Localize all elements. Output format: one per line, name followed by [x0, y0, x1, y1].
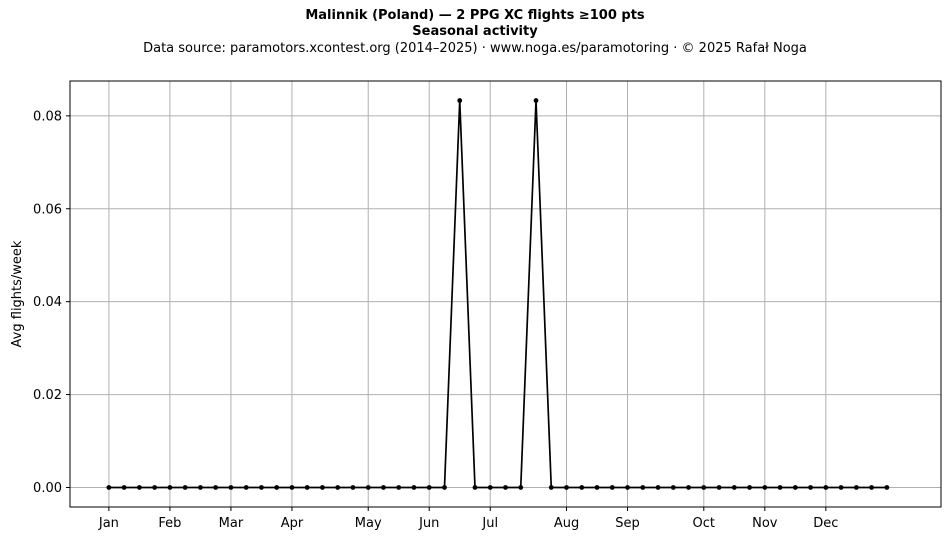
data-point: [320, 485, 325, 490]
data-point: [792, 485, 798, 490]
y-tick-label: 0.06: [33, 202, 62, 217]
data-point: [213, 485, 219, 490]
x-tick-label: Apr: [281, 516, 304, 531]
chart-subtitle: Seasonal activity: [412, 24, 538, 39]
series-line-group: [106, 98, 890, 490]
chart-title: Malinnik (Poland) — 2 PPG XC flights ≥10…: [305, 8, 645, 23]
grid-lines: [70, 81, 941, 507]
data-point: [442, 485, 447, 490]
data-point: [564, 485, 569, 490]
y-axis-label: Avg flights/week: [10, 240, 25, 347]
x-tick-label: Aug: [554, 516, 579, 531]
data-point: [869, 485, 874, 490]
chart-source-note: Data source: paramotors.xcontest.org (20…: [143, 41, 807, 56]
x-tick-label: May: [355, 516, 382, 531]
data-point: [274, 485, 280, 490]
y-tick-label: 0.08: [33, 109, 62, 124]
data-point: [396, 485, 402, 490]
data-point: [716, 485, 722, 490]
data-point: [182, 485, 188, 490]
data-point: [121, 485, 127, 490]
data-point: [304, 485, 310, 490]
data-point: [853, 485, 859, 490]
data-point: [243, 485, 249, 490]
x-tick-label: Feb: [158, 516, 181, 531]
data-point: [167, 485, 173, 490]
data-point: [426, 485, 432, 490]
plot-frame: [69, 80, 942, 508]
axes-group: Jan Feb Mar Apr May Jun Jul Aug Sep Oct Nov Dec 0.00…: [33, 109, 838, 531]
data-point: [106, 485, 112, 490]
series-line: [108, 99, 887, 489]
chart-title-block: Malinnik (Poland) — 2 PPG XC flights ≥10…: [0, 8, 950, 58]
data-point: [350, 485, 356, 490]
data-point: [137, 485, 142, 490]
data-point: [152, 485, 158, 490]
data-point: [655, 485, 661, 490]
y-tick-label: 0.00: [33, 481, 62, 496]
data-point: [289, 485, 295, 490]
x-tick-label: Sep: [615, 516, 640, 531]
data-point: [533, 98, 539, 103]
data-point: [609, 485, 615, 490]
data-point: [503, 485, 508, 490]
data-point: [731, 485, 737, 490]
x-tick-label: Jul: [481, 516, 498, 531]
data-point: [198, 485, 203, 490]
data-point: [686, 485, 691, 490]
y-tick-label: 0.04: [33, 295, 62, 310]
data-point: [548, 485, 554, 490]
data-point: [838, 485, 844, 490]
x-tick-label: Jun: [418, 516, 439, 531]
x-tick-label: Jan: [98, 516, 119, 531]
y-tick-label: 0.02: [33, 388, 62, 403]
data-point: [472, 485, 478, 490]
data-point: [228, 485, 234, 490]
data-point: [747, 485, 752, 490]
data-point: [411, 485, 417, 490]
data-point: [259, 485, 264, 490]
x-tick-label: Dec: [813, 516, 838, 531]
data-point: [670, 485, 676, 490]
data-point: [640, 485, 646, 490]
data-point: [625, 485, 630, 490]
data-point: [762, 485, 768, 490]
data-point: [884, 485, 890, 490]
data-point: [487, 485, 493, 490]
data-point: [594, 485, 600, 490]
data-point: [335, 485, 341, 490]
data-point: [701, 485, 707, 490]
x-tick-label: Oct: [693, 516, 715, 531]
x-tick-label: Nov: [752, 516, 778, 531]
x-tick-label: Mar: [219, 516, 244, 531]
data-point: [808, 485, 813, 490]
data-point: [381, 485, 386, 490]
data-point: [777, 485, 783, 490]
data-point: [518, 485, 524, 490]
data-point: [579, 485, 585, 490]
data-point: [823, 485, 829, 490]
data-point: [365, 485, 371, 490]
data-point: [457, 98, 463, 103]
